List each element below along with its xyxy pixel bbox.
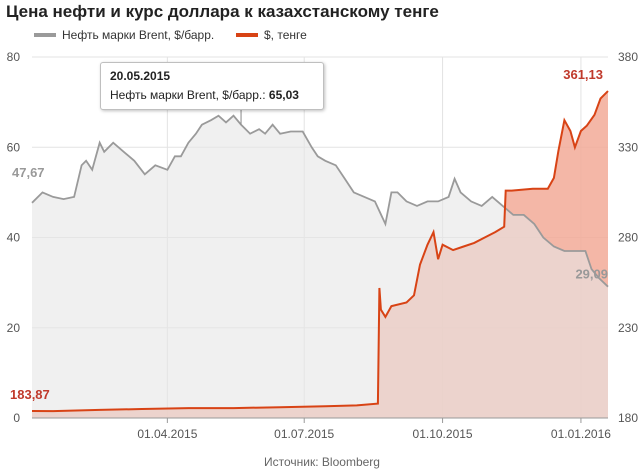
- y-left-tick-label: 0: [13, 411, 20, 425]
- y-left-tick-label: 20: [7, 321, 21, 335]
- oil-area: [32, 115, 608, 418]
- x-tick-label: 01.10.2015: [413, 427, 473, 441]
- y-right-tick-label: 180: [618, 411, 638, 425]
- x-tick-label: 01.07.2015: [274, 427, 334, 441]
- usd-start-label: 183,87: [10, 387, 50, 402]
- y-left-tick-label: 40: [7, 231, 21, 245]
- source-note: Источник: Bloomberg: [264, 455, 380, 469]
- chart-title: Цена нефти и курс доллара к казахстанско…: [6, 2, 439, 21]
- legend-item-usd[interactable]: $, тенге: [236, 27, 307, 43]
- tooltip-value-row: Нефть марки Brent, $/барр.: 65,03: [110, 88, 299, 102]
- tooltip-value: 65,03: [268, 88, 299, 102]
- hover-tooltip: 20.05.2015 Нефть марки Brent, $/барр.: 6…: [100, 62, 324, 110]
- oil-start-label: 47,67: [12, 165, 45, 180]
- y-right-tick-label: 330: [618, 140, 638, 154]
- axis-ticks: 0 180 20 230 40 280 60 330 80 380 01.04.2015 01.07.…: [7, 50, 639, 441]
- y-left-tick-label: 80: [7, 50, 21, 64]
- tooltip-series-label: Нефть марки Brent, $/барр.:: [110, 88, 266, 102]
- legend-swatch-usd: [236, 33, 258, 37]
- tooltip-date: 20.05.2015: [110, 69, 171, 83]
- usd-end-label: 361,13: [563, 67, 603, 82]
- x-tick-label: 01.04.2015: [137, 427, 197, 441]
- legend-label-oil: Нефть марки Brent, $/барр.: [62, 28, 215, 42]
- usd-line: [31, 90, 609, 413]
- x-tick-label: 01.01.2016: [551, 427, 611, 441]
- legend-item-oil[interactable]: Нефть марки Brent, $/барр.: [34, 27, 214, 43]
- oil-end-label: 29,09: [575, 267, 608, 282]
- legend-swatch-oil: [34, 33, 56, 37]
- y-right-tick-label: 230: [618, 321, 638, 335]
- legend-label-usd: $, тенге: [264, 28, 307, 42]
- y-left-tick-label: 60: [7, 140, 21, 154]
- y-right-tick-label: 380: [618, 50, 638, 64]
- y-right-tick-label: 280: [618, 231, 638, 245]
